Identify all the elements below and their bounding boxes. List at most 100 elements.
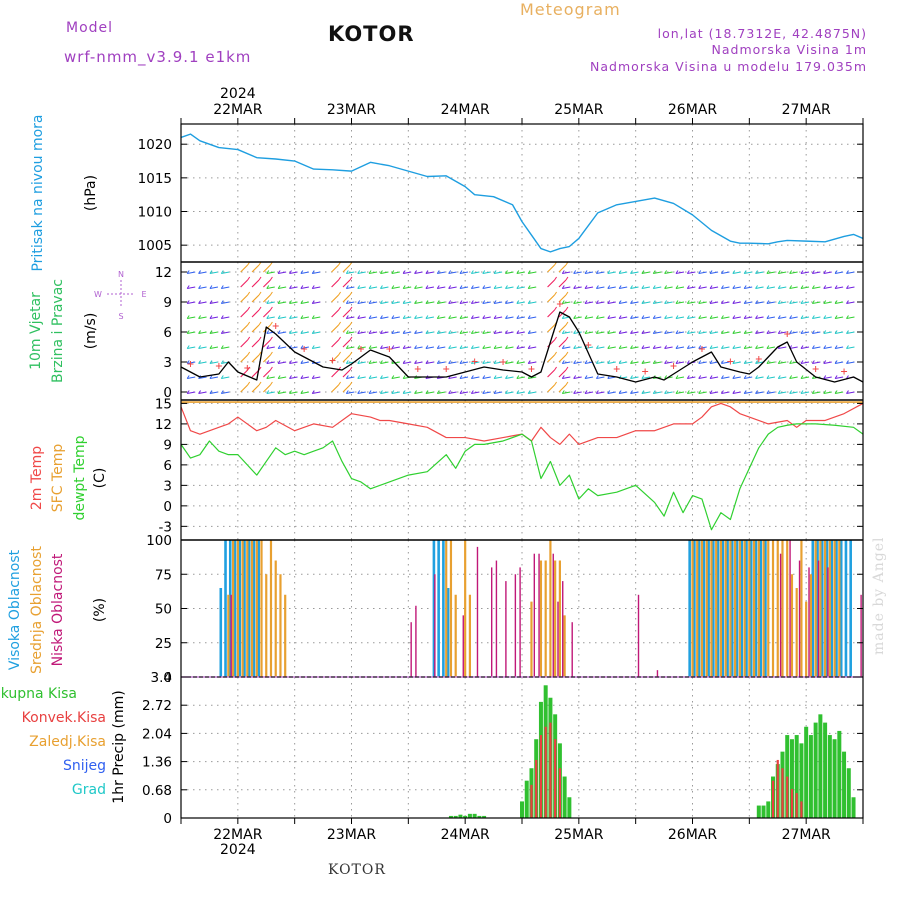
wind-barb-tick bbox=[269, 366, 273, 371]
wind-barb-tick bbox=[482, 330, 486, 334]
wind-barb bbox=[278, 271, 287, 275]
wind-barb bbox=[266, 316, 275, 320]
wind-barb bbox=[391, 391, 400, 395]
wind-barb bbox=[547, 294, 555, 303]
wind-barb-tick bbox=[834, 315, 838, 319]
wind-barb-tick bbox=[641, 360, 645, 364]
wind-barb bbox=[675, 271, 685, 275]
wind-barb-tick bbox=[573, 300, 577, 304]
wind-barb bbox=[505, 376, 514, 380]
wind-barb bbox=[198, 361, 207, 365]
wind-barb-tick bbox=[834, 345, 838, 349]
wind-barb bbox=[437, 286, 446, 290]
wind-barb-tick bbox=[380, 390, 383, 394]
wind-barb bbox=[221, 316, 230, 320]
wind-barb bbox=[368, 361, 378, 365]
wind-barb bbox=[766, 376, 776, 380]
wind-barb-tick bbox=[505, 330, 508, 334]
wind-barb bbox=[263, 264, 271, 273]
wind-barb-tick bbox=[698, 315, 702, 319]
wind-barb bbox=[251, 384, 260, 393]
wind-barb bbox=[459, 346, 469, 350]
wind-barb-tick bbox=[402, 285, 406, 289]
wind-barb bbox=[812, 286, 821, 290]
wind-barb-tick bbox=[209, 315, 213, 319]
wind-barb bbox=[403, 391, 412, 395]
wind-barb-tick bbox=[743, 270, 747, 274]
wind-barb-tick bbox=[459, 315, 463, 319]
wind-barb bbox=[221, 346, 230, 350]
wind-barb-tick bbox=[338, 276, 342, 281]
wind-barb bbox=[528, 331, 537, 335]
y-tick-label: 0 bbox=[163, 670, 172, 686]
wind-barb-tick bbox=[595, 285, 599, 289]
wind-barb bbox=[221, 331, 230, 335]
wind-barb-tick bbox=[709, 330, 713, 334]
wind-barb bbox=[346, 391, 355, 395]
series-line bbox=[180, 402, 864, 445]
y-tick-label: 1010 bbox=[138, 205, 172, 221]
wind-barb bbox=[380, 301, 389, 305]
wind-barb bbox=[766, 271, 776, 275]
wind-barb bbox=[240, 279, 249, 288]
precip-bar bbox=[520, 801, 524, 818]
y-tick-label: -3 bbox=[159, 519, 172, 535]
wind-barb bbox=[596, 391, 605, 395]
wind-barb-tick bbox=[630, 315, 633, 319]
wind-barb bbox=[368, 301, 378, 305]
wind-barb-tick bbox=[269, 306, 273, 311]
wind-barb-tick bbox=[516, 390, 520, 394]
wind-barb-tick bbox=[777, 330, 781, 334]
wind-barb bbox=[835, 301, 844, 305]
y-tick-label: 6 bbox=[163, 458, 172, 474]
wind-barb bbox=[459, 391, 469, 395]
wind-barb bbox=[263, 369, 271, 378]
wind-barb-tick bbox=[721, 360, 724, 364]
precip-bar bbox=[786, 776, 789, 818]
precip-bar bbox=[799, 743, 804, 818]
wind-barb bbox=[300, 301, 309, 305]
wind-barb-tick bbox=[789, 300, 793, 304]
y-tick-label: 75 bbox=[155, 567, 172, 583]
wind-barb-tick bbox=[414, 345, 417, 349]
wind-barb-tick bbox=[686, 360, 690, 364]
wind-barb-tick bbox=[527, 345, 531, 349]
wind-barb-tick bbox=[482, 375, 486, 379]
wind-barb bbox=[312, 331, 321, 335]
wind-barb-tick bbox=[493, 285, 497, 289]
wind-barb bbox=[698, 391, 707, 395]
wind-barb-tick bbox=[565, 291, 569, 296]
wind-barb-tick bbox=[345, 300, 349, 304]
wind-barb bbox=[494, 331, 503, 335]
wind-barb-tick bbox=[721, 285, 724, 289]
wind-barb bbox=[619, 391, 628, 395]
wind-barb bbox=[331, 264, 339, 273]
wind-barb bbox=[346, 376, 355, 380]
wind-barb bbox=[812, 316, 821, 320]
wind-barb bbox=[471, 301, 480, 305]
wind-barb-tick bbox=[789, 315, 793, 319]
wind-barb-tick bbox=[220, 360, 224, 364]
wind-barb-tick bbox=[414, 285, 417, 289]
wind-barb-tick bbox=[618, 285, 622, 289]
wind-barb bbox=[653, 286, 662, 290]
wind-barb-tick bbox=[391, 270, 395, 274]
wind-barb-tick bbox=[448, 300, 452, 304]
wind-barb bbox=[528, 376, 537, 380]
wind-barb bbox=[721, 301, 730, 305]
wind-barb-tick bbox=[357, 330, 361, 334]
y-tick-label: 0 bbox=[163, 811, 172, 827]
wind-barb-tick bbox=[345, 270, 349, 274]
wind-barb bbox=[425, 271, 435, 275]
wind-barb-tick bbox=[800, 300, 804, 304]
y-tick-label: 9 bbox=[163, 295, 172, 311]
wind-barb bbox=[653, 391, 662, 395]
wind-barb-tick bbox=[482, 390, 486, 394]
wind-barb bbox=[448, 346, 457, 350]
wind-barb bbox=[331, 384, 339, 393]
wind-barb bbox=[448, 271, 457, 275]
model-name: wrf-nmm_v3.9.1 e1km bbox=[64, 48, 252, 66]
wind-barb-tick bbox=[357, 285, 361, 289]
wind-barb-tick bbox=[789, 360, 793, 364]
wind-barb bbox=[505, 301, 514, 305]
